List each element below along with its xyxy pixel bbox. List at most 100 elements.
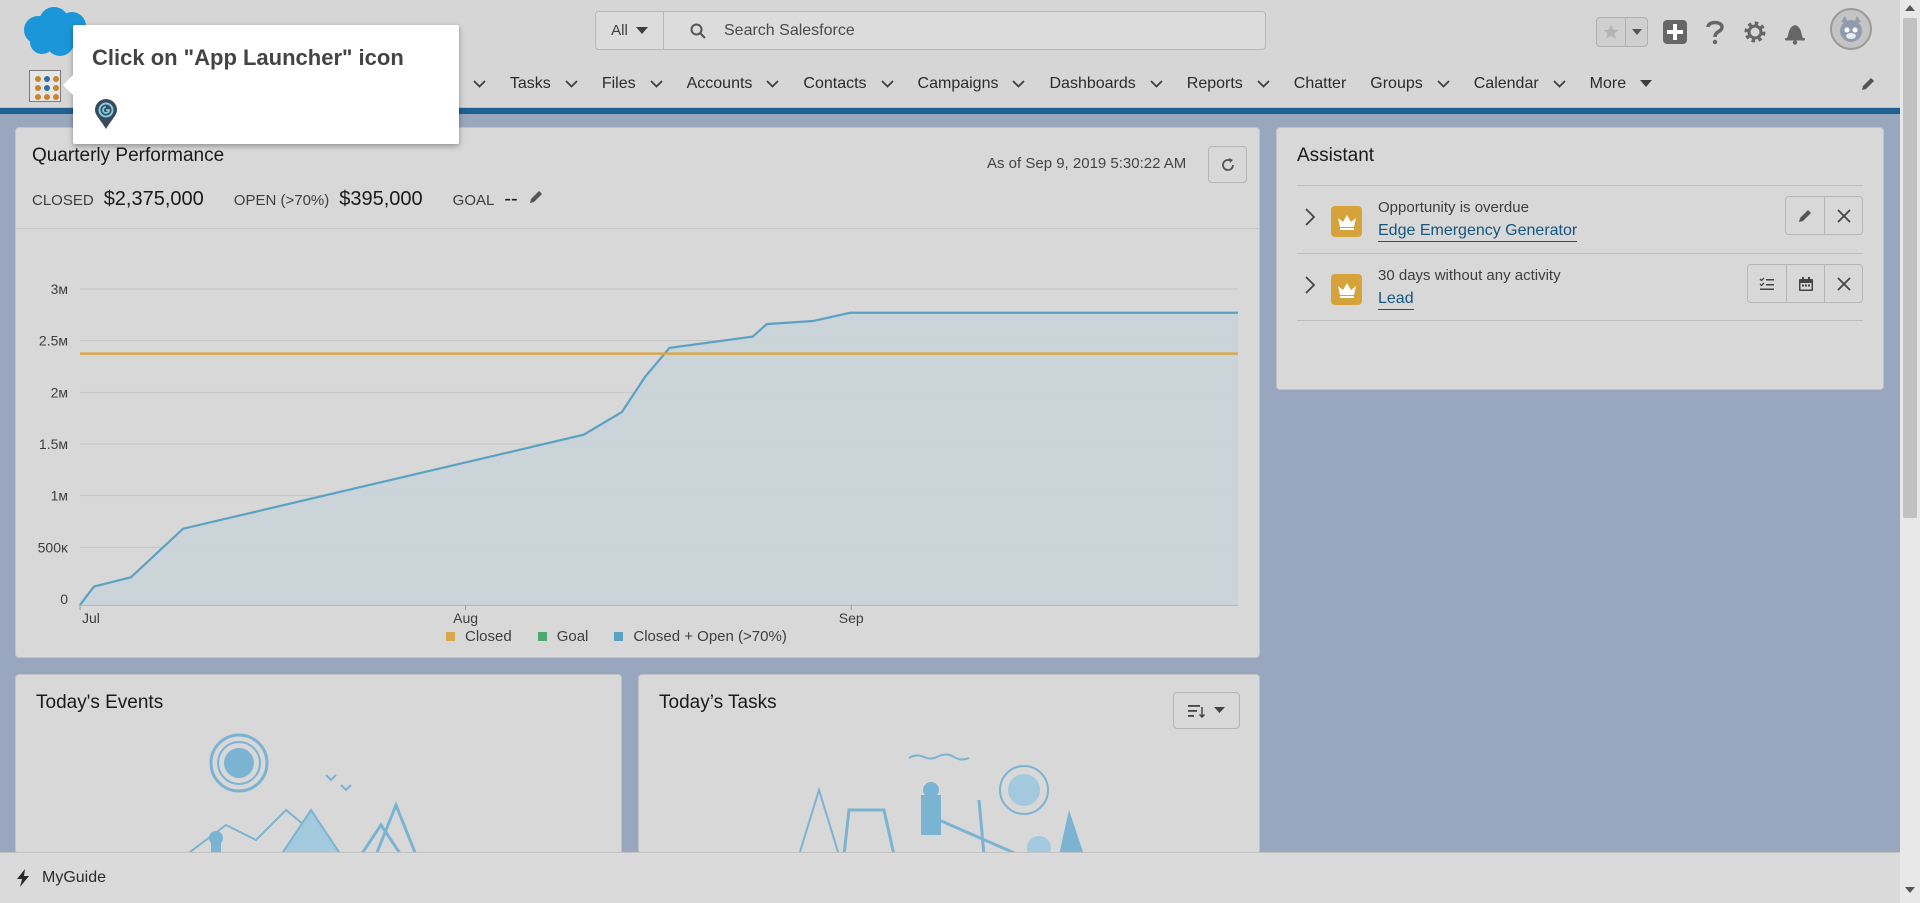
favorites-dropdown-icon[interactable] <box>1625 18 1647 46</box>
todays-events-card: Today's Events <box>15 674 622 855</box>
chevron-down-icon[interactable] <box>1553 80 1566 88</box>
refresh-button[interactable] <box>1208 146 1247 183</box>
legend-item-goal[interactable]: Goal <box>537 628 588 645</box>
nav-item-campaigns[interactable]: Campaigns <box>918 60 1026 108</box>
open-value: $395,000 <box>339 188 423 210</box>
lightning-icon <box>16 869 30 887</box>
closed-label: CLOSED <box>32 192 94 209</box>
tooltip-text: Click on "App Launcher" icon <box>92 45 404 70</box>
refresh-icon <box>1221 157 1234 171</box>
nav-items: ds Tasks Files Accounts Contacts Campaig… <box>442 60 1676 108</box>
edit-button[interactable] <box>1786 197 1824 234</box>
x-tick-label: Jul <box>82 610 100 626</box>
chevron-down-icon[interactable] <box>1437 80 1450 88</box>
myguide-button[interactable]: MyGuide <box>42 869 107 886</box>
avatar[interactable] <box>1830 8 1872 50</box>
chart-svg: 0 500ĸ 1м 1.5м 2м 2.5м 3м Jul Aug Sep <box>38 281 1238 626</box>
legend-label: Closed <box>465 628 512 645</box>
metrics-row: CLOSED $2,375,000 OPEN (>70%) $395,000 G… <box>32 188 544 211</box>
vertical-scrollbar[interactable] <box>1900 0 1920 903</box>
add-icon[interactable] <box>1662 19 1688 45</box>
dismiss-button[interactable] <box>1824 197 1862 234</box>
card-title: Today’s Tasks <box>659 692 777 713</box>
todays-tasks-card: Today’s Tasks <box>638 674 1260 855</box>
divider <box>16 228 1259 229</box>
legend-swatch <box>446 632 455 641</box>
chevron-down-icon[interactable] <box>1150 80 1163 88</box>
open-label: OPEN (>70%) <box>233 192 330 209</box>
legend-item-closed[interactable]: Closed <box>446 628 512 645</box>
nav-item-label: Campaigns <box>917 75 999 92</box>
chevron-down-icon[interactable] <box>565 80 578 88</box>
nav-item-more[interactable]: More <box>1590 60 1653 108</box>
guide-tooltip: Click on "App Launcher" icon <box>63 25 459 144</box>
legend-label: Closed + Open (>70%) <box>633 628 787 645</box>
events-empty-illustration <box>186 733 418 855</box>
nav-item-accounts[interactable]: Accounts <box>687 60 780 108</box>
chevron-down-icon[interactable] <box>649 80 663 88</box>
assistant-row-text: Opportunity is overdue <box>1378 199 1529 216</box>
chevron-down-icon[interactable] <box>880 80 894 88</box>
nav-item-groups[interactable]: Groups <box>1370 60 1450 108</box>
bell-icon[interactable] <box>1782 19 1808 45</box>
assistant-row-link[interactable]: Lead <box>1378 289 1414 310</box>
favorites-button[interactable] <box>1596 17 1648 47</box>
legend-swatch <box>614 632 624 641</box>
nav-item-tasks[interactable]: Tasks <box>510 60 578 108</box>
salesforce-logo[interactable] <box>20 6 94 58</box>
caret-down-icon <box>1214 707 1225 713</box>
search-scope-select[interactable]: All <box>596 12 664 49</box>
card-title: Today's Events <box>36 692 164 713</box>
search-icon <box>690 23 706 39</box>
chevron-down-icon[interactable] <box>766 80 780 88</box>
help-icon[interactable] <box>1702 19 1728 45</box>
closed-open-area <box>80 312 1238 605</box>
assistant-row: Opportunity is overdue Edge Emergency Ge… <box>1297 185 1863 253</box>
gear-icon[interactable] <box>1742 19 1768 45</box>
task-sort-button[interactable] <box>1173 692 1240 729</box>
nav-item-label: Contacts <box>803 75 867 92</box>
y-tick-label: 3м <box>51 281 68 297</box>
search-input[interactable]: Search Salesforce <box>724 21 855 39</box>
header-band <box>0 108 1900 114</box>
assistant-card: Assistant Opportunity is overdue Edge Em… <box>1276 127 1884 390</box>
closed-value: $2,375,000 <box>103 188 204 210</box>
star-icon <box>1597 23 1625 41</box>
legend-item-closed-open[interactable]: Closed + Open (>70%) <box>614 628 787 645</box>
app-launcher-icon[interactable] <box>29 70 61 102</box>
as-of-timestamp: As of Sep 9, 2019 5:30:22 AM <box>987 155 1187 172</box>
nav-item-label: Dashboards <box>1049 75 1136 92</box>
chevron-down-icon[interactable] <box>1012 80 1026 88</box>
chevron-down-icon[interactable] <box>1257 80 1270 88</box>
chevron-down-icon[interactable] <box>473 80 486 88</box>
nav-item-label: Tasks <box>509 75 551 92</box>
scrollbar-thumb[interactable] <box>1903 18 1917 518</box>
chart-legend: Closed Goal Closed + Open (>70%) <box>446 628 813 645</box>
nav-item-chatter[interactable]: Chatter <box>1294 60 1346 108</box>
pencil-icon[interactable] <box>1860 76 1876 92</box>
nav-item-label: Accounts <box>686 75 753 92</box>
nav-item-label: Groups <box>1370 75 1423 92</box>
nav-item-label: Calendar <box>1473 75 1539 92</box>
chevron-right-icon[interactable] <box>1305 276 1315 294</box>
nav-item-reports[interactable]: Reports <box>1187 60 1270 108</box>
dismiss-button[interactable] <box>1824 265 1862 302</box>
global-search: All Search Salesforce <box>595 11 1266 50</box>
sort-icon <box>1188 704 1206 718</box>
new-task-button[interactable] <box>1748 265 1786 302</box>
utility-bar: MyGuide <box>0 852 1900 903</box>
nav-item-label: Chatter <box>1293 75 1347 92</box>
nav-item-contacts[interactable]: Contacts <box>803 60 894 108</box>
scroll-up-icon[interactable] <box>1905 4 1915 12</box>
assistant-row-link[interactable]: Edge Emergency Generator <box>1378 221 1578 242</box>
y-tick-label: 0 <box>60 591 68 607</box>
new-event-button[interactable] <box>1786 265 1824 302</box>
scroll-down-icon[interactable] <box>1905 886 1915 894</box>
y-tick-label: 500ĸ <box>38 539 69 555</box>
nav-item-files[interactable]: Files <box>602 60 663 108</box>
x-tick-label: Sep <box>839 610 864 626</box>
edit-goal-icon[interactable] <box>528 189 544 205</box>
chevron-right-icon[interactable] <box>1305 208 1315 226</box>
nav-item-dashboards[interactable]: Dashboards <box>1049 60 1163 108</box>
nav-item-calendar[interactable]: Calendar <box>1474 60 1566 108</box>
